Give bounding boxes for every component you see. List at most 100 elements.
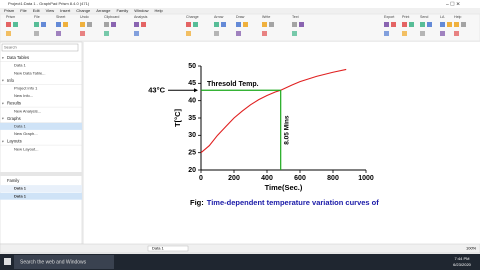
toolbar-icon[interactable]: [440, 22, 445, 27]
search-box[interactable]: [1, 43, 79, 52]
nav-header[interactable]: Layouts: [7, 139, 22, 144]
toolbar-group-label: Draw: [236, 15, 245, 19]
toolbar-icon[interactable]: [236, 22, 241, 27]
toolbar-icon[interactable]: [56, 22, 61, 27]
toolbar-icon[interactable]: [63, 22, 68, 27]
toolbar-icon[interactable]: [214, 31, 219, 36]
toolbar-icon[interactable]: [186, 22, 191, 27]
toolbar-icon[interactable]: [440, 31, 445, 36]
menu-item[interactable]: File: [20, 8, 27, 13]
toolbar-icon[interactable]: [447, 22, 452, 27]
sheet-select[interactable]: [147, 245, 189, 252]
toolbar-icon[interactable]: [299, 22, 304, 27]
nav-header[interactable]: Info: [7, 78, 15, 83]
nav-item[interactable]: Project info 1: [14, 85, 38, 90]
status-zoom: 100%: [466, 246, 477, 251]
toolbar-icon[interactable]: [391, 22, 396, 27]
toolbar-icon[interactable]: [6, 22, 11, 27]
nav-toggle[interactable]: ▾: [2, 56, 4, 60]
nav-header[interactable]: Graphs: [7, 116, 21, 121]
toolbar-icon[interactable]: [402, 31, 407, 36]
y-tick-label: 35: [188, 115, 196, 122]
toolbar-icon[interactable]: [221, 22, 226, 27]
taskbar-search-text: Search the web and Windows: [20, 259, 87, 265]
menu-item[interactable]: Arrange: [96, 8, 111, 13]
toolbar-icon[interactable]: [6, 31, 11, 36]
clock-time: 7:44 PM: [455, 256, 470, 261]
nav-item[interactable]: New Graph...: [14, 131, 38, 136]
toolbar-icon[interactable]: [13, 22, 18, 27]
toolbar-group-label: Text: [292, 15, 299, 19]
threshold-label: Thresold Temp.: [207, 81, 259, 88]
threshold-value-label: 43°C: [148, 85, 165, 94]
family-item[interactable]: Data 1: [14, 186, 27, 191]
toolbar-icon[interactable]: [262, 31, 267, 36]
y-axis-label: T[°C]: [173, 109, 182, 127]
nav-header[interactable]: Data Tables: [7, 55, 29, 60]
toolbar-icon[interactable]: [41, 22, 46, 27]
nav-item[interactable]: Data 1: [14, 63, 27, 68]
menu-item[interactable]: View: [46, 8, 55, 13]
menu-item[interactable]: Change: [76, 8, 91, 13]
toolbar-icon[interactable]: [34, 22, 39, 27]
menu-item[interactable]: Family: [116, 8, 128, 13]
nav-item[interactable]: Data 1: [14, 123, 27, 128]
nav-item[interactable]: New Info...: [14, 93, 33, 98]
x-tick-label: 1000: [358, 175, 374, 182]
toolbar-icon[interactable]: [134, 22, 139, 27]
toolbar-icon[interactable]: [56, 31, 61, 36]
toolbar-icon[interactable]: [134, 31, 139, 36]
caption-prefix: Fig:: [190, 198, 204, 207]
toolbar-icon[interactable]: [236, 31, 241, 36]
toolbar-icon[interactable]: [384, 22, 389, 27]
toolbar-icon[interactable]: [104, 31, 109, 36]
toolbar-icon[interactable]: [186, 31, 191, 36]
toolbar-icon[interactable]: [80, 31, 85, 36]
toolbar-icon[interactable]: [141, 22, 146, 27]
nav-toggle[interactable]: ▾: [2, 79, 4, 83]
toolbar-group-label: Arrow: [214, 15, 224, 19]
toolbar-icon[interactable]: [420, 31, 425, 36]
toolbar-icon[interactable]: [420, 22, 425, 27]
toolbar-icon[interactable]: [292, 31, 297, 36]
toolbar-icon[interactable]: [292, 22, 297, 27]
toolbar-icon[interactable]: [454, 22, 459, 27]
nav-toggle[interactable]: ▾: [2, 117, 4, 121]
window-controls[interactable]: – ☐ ✕: [446, 1, 460, 7]
toolbar-icon[interactable]: [80, 22, 85, 27]
nav-toggle[interactable]: ▾: [2, 140, 4, 144]
toolbar-icon[interactable]: [243, 22, 248, 27]
family-item[interactable]: Data 1: [14, 193, 27, 198]
toolbar-icon[interactable]: [454, 31, 459, 36]
toolbar-icon[interactable]: [269, 22, 274, 27]
nav-item[interactable]: New Data Table...: [14, 70, 46, 75]
nav-header[interactable]: Results: [7, 101, 21, 106]
toolbar-group-label: Prism: [6, 15, 15, 19]
toolbar-icon[interactable]: [427, 22, 432, 27]
toolbar-icon[interactable]: [87, 22, 92, 27]
menu-item[interactable]: Insert: [60, 8, 71, 13]
toolbar-icon[interactable]: [409, 22, 414, 27]
menu-item[interactable]: Help: [154, 8, 163, 13]
toolbar-icon[interactable]: [262, 22, 267, 27]
nav-toggle[interactable]: ▾: [2, 102, 4, 106]
toolbar-icon[interactable]: [402, 22, 407, 27]
toolbar-icon[interactable]: [461, 22, 466, 27]
y-tick-label: 20: [188, 167, 196, 174]
menu-item[interactable]: Window: [134, 8, 148, 13]
start-button[interactable]: [4, 258, 11, 265]
title-bar: [0, 0, 480, 8]
toolbar-icon[interactable]: [34, 31, 39, 36]
toolbar-icon[interactable]: [214, 22, 219, 27]
toolbar-icon[interactable]: [193, 22, 198, 27]
toolbar-icon[interactable]: [111, 22, 116, 27]
taskbar-search[interactable]: [14, 255, 114, 269]
menu-item[interactable]: Prism: [4, 8, 15, 13]
nav-item[interactable]: New Analysis...: [14, 108, 41, 113]
menu-item[interactable]: Edit: [33, 8, 41, 13]
toolbar-icon[interactable]: [104, 22, 109, 27]
search-placeholder: Search: [4, 45, 17, 50]
nav-item[interactable]: New Layout...: [14, 146, 38, 151]
toolbar-icon[interactable]: [384, 31, 389, 36]
navigator: [0, 41, 83, 245]
